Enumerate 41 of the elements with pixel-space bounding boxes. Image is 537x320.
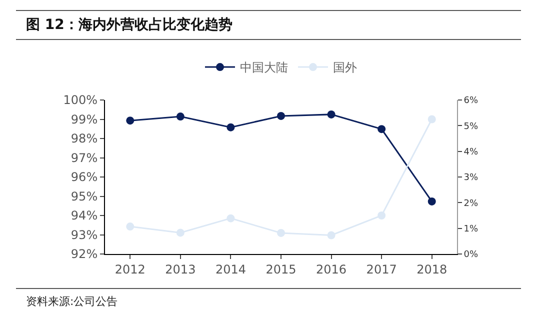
x-tick-label: 2012: [114, 262, 146, 276]
point: [126, 116, 134, 125]
y-tick-label: 100%: [63, 93, 98, 108]
point: [327, 110, 336, 118]
y2-tick-label: 5%: [464, 122, 479, 132]
point: [327, 231, 336, 240]
text: 资料来源:公司公告: [16, 288, 521, 314]
point: [126, 222, 134, 231]
point: [176, 228, 184, 237]
point: [226, 214, 235, 222]
y2-tick-label: 4%: [464, 147, 479, 158]
x-tick-label: 2017: [366, 262, 397, 276]
point: [378, 125, 386, 134]
y-tick-label: 98%: [70, 132, 98, 146]
y-tick-label: 96%: [70, 170, 98, 184]
y-tick-label: 97%: [70, 150, 98, 165]
y-tick-label: 93%: [70, 228, 98, 242]
y2-tick-label: 2%: [464, 198, 479, 209]
x-tick-label: 2013: [165, 262, 196, 276]
y-tick-label: 92%: [70, 247, 98, 262]
legend-label: 中国大陆: [240, 60, 288, 75]
y-tick-label: 95%: [70, 189, 98, 204]
x-tick-label: 2015: [266, 262, 296, 276]
y-tick-label: 94%: [70, 208, 98, 223]
point: [176, 112, 184, 121]
y2-tick-label: 0%: [464, 250, 479, 260]
y-tick-label: 99%: [70, 112, 98, 126]
x-tick-label: 2016: [316, 262, 347, 276]
chart-title: 图 12：海内外营收占比变化趋势: [16, 10, 521, 40]
y2-tick-label: 6%: [464, 96, 479, 106]
point: [277, 112, 285, 120]
x-tick-label: 2014: [215, 262, 246, 276]
point: [226, 123, 235, 132]
point: [277, 228, 285, 237]
point: [428, 197, 436, 206]
y2-tick-label: 1%: [464, 224, 479, 234]
x-tick-label: 2018: [416, 262, 448, 276]
legend-label: 国外: [333, 60, 357, 75]
point: [378, 212, 386, 220]
point: [428, 115, 436, 124]
y2-tick-label: 3%: [464, 173, 479, 184]
